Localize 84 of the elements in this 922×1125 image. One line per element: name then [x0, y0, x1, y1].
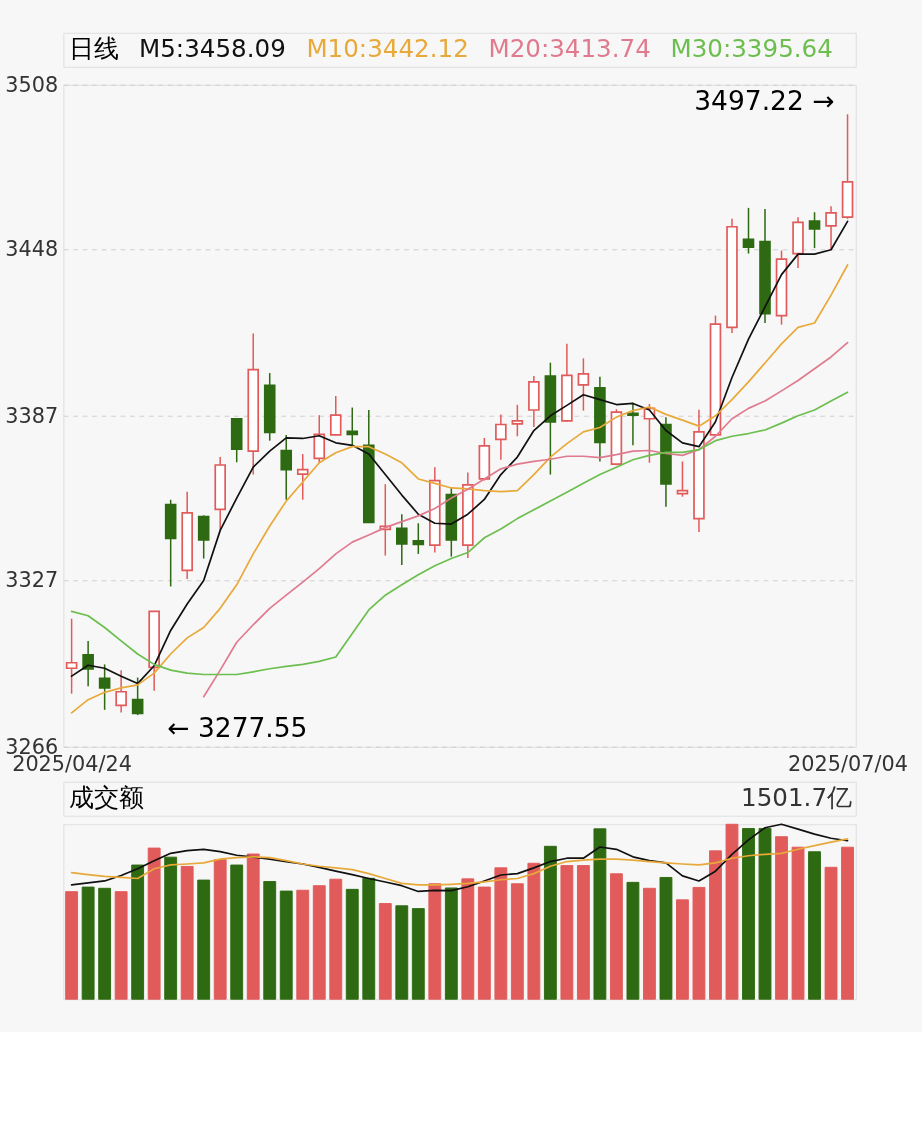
bar: [411, 908, 425, 1000]
candlestick: [65, 617, 78, 695]
candlestick: [98, 663, 111, 711]
y-tick-label: 3448: [5, 237, 59, 261]
candlestick: [131, 676, 144, 716]
bar: [610, 873, 623, 1000]
bar: [543, 845, 557, 1000]
bar: [147, 847, 161, 1000]
bar: [692, 886, 706, 1000]
bar: [725, 823, 739, 1000]
bar: [65, 891, 79, 1000]
text: M10:3442.12: [306, 34, 469, 64]
y-tick-label: 3508: [5, 72, 59, 97]
candlestick: [511, 404, 524, 438]
bar: [296, 889, 310, 1000]
candlestick: [577, 357, 590, 412]
candlestick: [412, 522, 425, 555]
annotation: ← 3277.55: [167, 712, 308, 744]
y-tick-label: 3327: [5, 567, 59, 592]
candlestick: [346, 406, 359, 447]
bar: [742, 828, 755, 1000]
candlestick: [115, 669, 127, 714]
bar: [98, 887, 112, 1000]
bar: [510, 883, 524, 1000]
annotation: 3497.22 →: [694, 85, 835, 117]
bar: [114, 891, 128, 1000]
candlestick: [280, 434, 293, 501]
line-series: [202, 341, 849, 698]
candlestick: [82, 640, 94, 688]
bar: [312, 885, 326, 1000]
bar: [808, 851, 821, 1000]
bar: [709, 850, 722, 1000]
candlestick: [396, 513, 408, 566]
bar: [81, 886, 95, 1000]
line-series: [70, 391, 849, 676]
text: 1501.7亿: [741, 783, 853, 813]
bar: [494, 867, 508, 1000]
bar: [395, 905, 409, 1000]
bar: [378, 903, 392, 1000]
text: M20:3413.74: [488, 34, 651, 64]
bar: [824, 866, 838, 1000]
bar: [246, 853, 260, 1000]
bar: [461, 878, 475, 1000]
bar: [576, 865, 590, 1000]
bar: [164, 856, 178, 1000]
candlestick: [296, 453, 309, 501]
candlestick: [676, 460, 689, 498]
candlestick: [329, 395, 342, 436]
bar: [213, 859, 227, 1000]
bar: [626, 881, 640, 1000]
bar: [428, 883, 442, 1000]
bar: [131, 864, 145, 1000]
candlestick: [495, 413, 507, 461]
bar: [444, 887, 458, 1000]
bar: [527, 862, 541, 1000]
chart-title: 成交额: [69, 783, 145, 813]
candlestick: [627, 401, 639, 447]
bar: [643, 887, 656, 1000]
bar: [676, 899, 689, 1000]
candlestick: [825, 205, 837, 251]
bar: [345, 888, 359, 1000]
bar: [279, 890, 293, 1000]
bar: [329, 878, 343, 1000]
x-tick-label: 2025/07/04: [788, 751, 908, 776]
bar: [593, 828, 607, 1000]
candlestick: [197, 514, 210, 560]
candlestick: [742, 207, 755, 255]
bar: [775, 836, 788, 1000]
bar: [791, 846, 805, 1000]
bar: [477, 886, 491, 1000]
chart-title: 日线: [69, 34, 120, 64]
bar: [659, 876, 673, 1000]
y-tick-label: 3387: [5, 403, 59, 428]
bar: [197, 879, 211, 1000]
bar: [180, 865, 194, 1000]
text: M30:3395.64: [670, 34, 833, 64]
text: M5:3458.09: [139, 34, 286, 64]
bar: [560, 865, 574, 1000]
candlestick: [808, 211, 821, 249]
bar: [841, 846, 854, 1000]
bar: [758, 828, 772, 1000]
bar: [230, 864, 244, 1000]
bar: [362, 877, 376, 1000]
bar: [263, 881, 277, 1000]
